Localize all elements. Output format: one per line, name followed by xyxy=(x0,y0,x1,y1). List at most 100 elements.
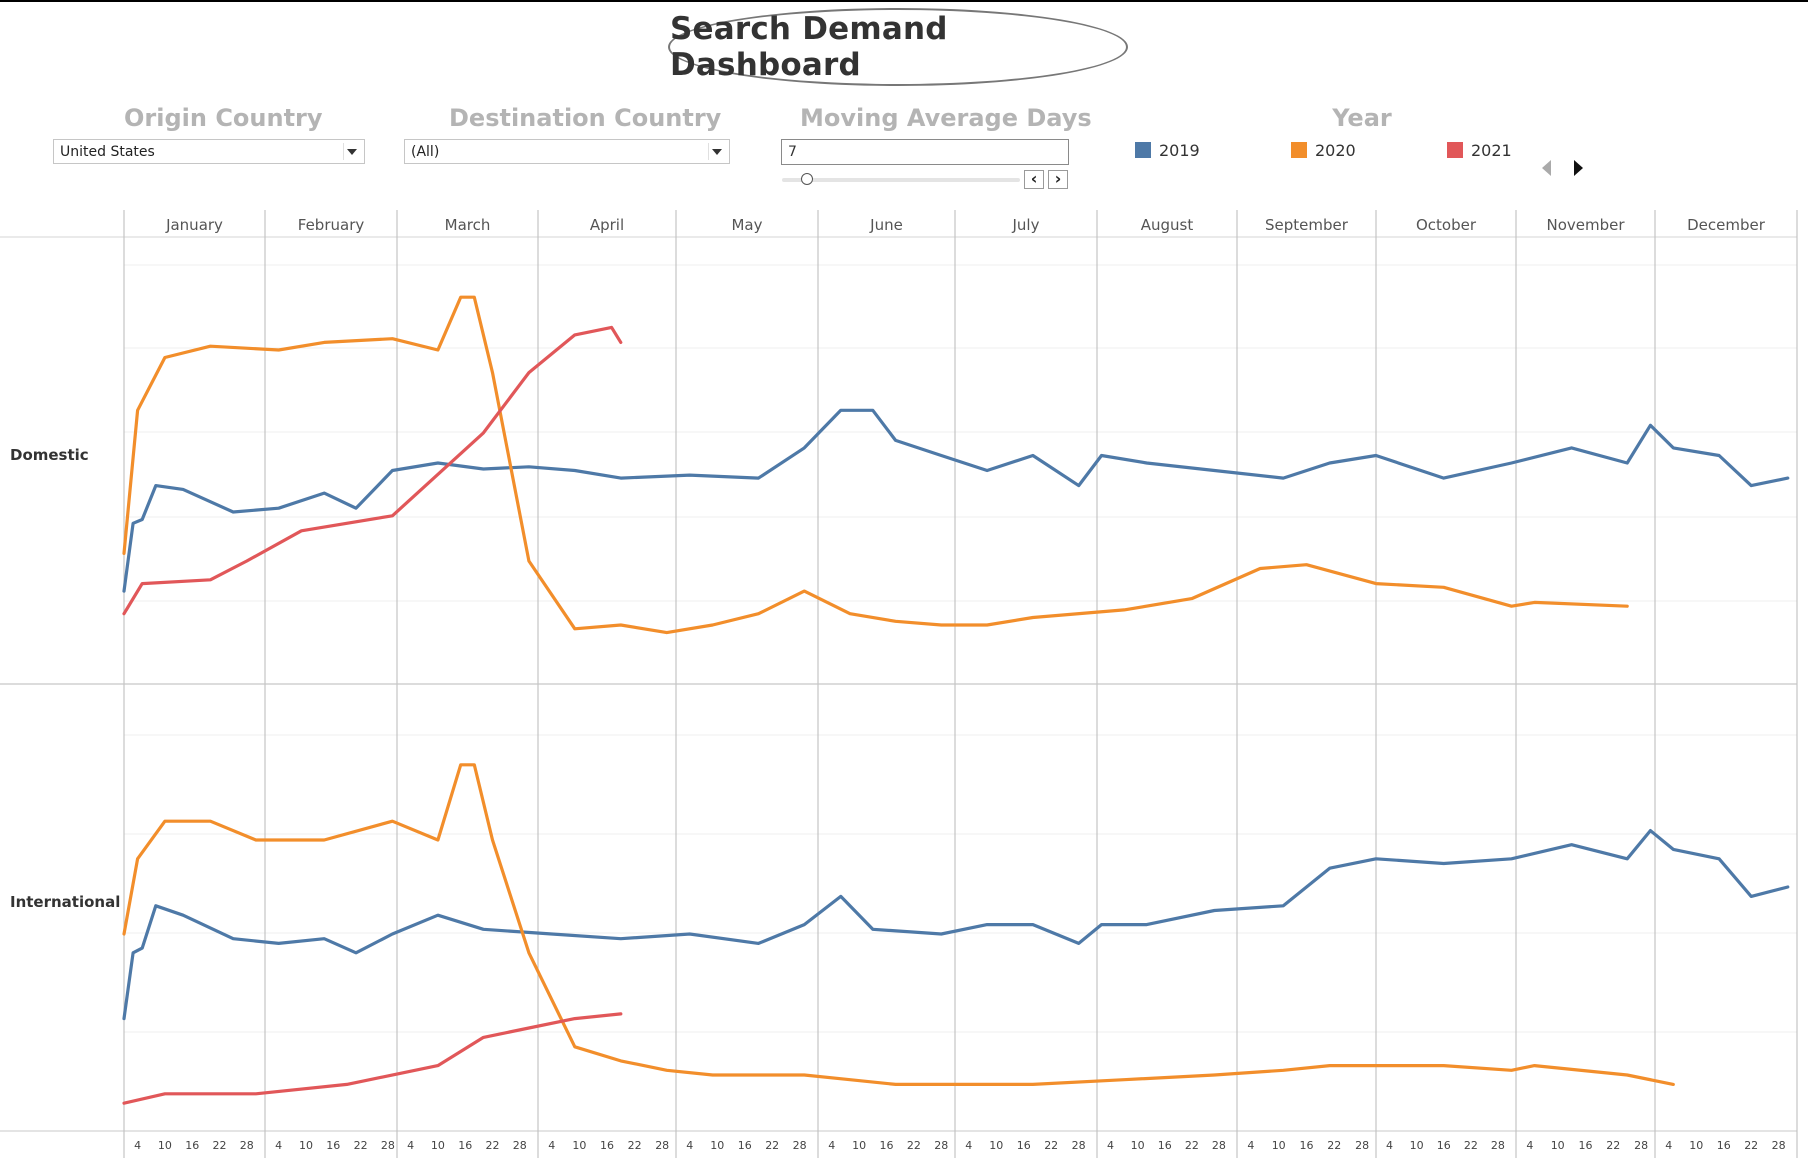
day-tick-label: 16 xyxy=(880,1139,894,1152)
day-tick-label: 4 xyxy=(1247,1139,1254,1152)
day-tick-label: 22 xyxy=(213,1139,227,1152)
day-tick-label: 16 xyxy=(185,1139,199,1152)
origin-country-label: Origin Country xyxy=(124,104,323,132)
month-header: December xyxy=(1687,216,1766,234)
origin-country-value: United States xyxy=(60,143,155,160)
legend-label-2021: 2021 xyxy=(1471,140,1512,160)
day-tick-label: 4 xyxy=(686,1139,693,1152)
day-tick-label: 16 xyxy=(738,1139,752,1152)
day-tick-label: 4 xyxy=(407,1139,414,1152)
day-tick-label: 10 xyxy=(710,1139,724,1152)
day-tick-label: 22 xyxy=(1327,1139,1341,1152)
legend-next-icon[interactable] xyxy=(1574,160,1583,176)
day-tick-label: 28 xyxy=(934,1139,948,1152)
series-line-2019 xyxy=(122,829,1790,1021)
day-tick-label: 10 xyxy=(158,1139,172,1152)
moving-average-slider-thumb[interactable] xyxy=(801,173,813,185)
year-legend-title: Year xyxy=(1332,104,1392,132)
month-header: September xyxy=(1265,216,1349,234)
chevron-down-icon[interactable] xyxy=(708,143,725,160)
day-tick-label: 22 xyxy=(1744,1139,1758,1152)
month-header: February xyxy=(298,216,365,234)
destination-country-value: (All) xyxy=(411,143,440,160)
day-tick-label: 4 xyxy=(1665,1139,1672,1152)
series-line-2021 xyxy=(122,1012,623,1105)
month-header: May xyxy=(731,216,762,234)
day-tick-label: 16 xyxy=(1717,1139,1731,1152)
month-header: June xyxy=(869,216,903,234)
day-tick-label: 22 xyxy=(486,1139,500,1152)
moving-average-slider-track[interactable] xyxy=(782,178,1020,182)
legend-item-2019[interactable]: 2019 xyxy=(1135,140,1200,160)
increment-button[interactable]: › xyxy=(1048,170,1068,189)
day-tick-label: 10 xyxy=(1689,1139,1703,1152)
day-tick-label: 16 xyxy=(326,1139,340,1152)
day-tick-label: 28 xyxy=(1772,1139,1786,1152)
series-line-2019 xyxy=(122,408,1790,593)
legend-item-2021[interactable]: 2021 xyxy=(1447,140,1512,160)
day-tick-label: 22 xyxy=(628,1139,642,1152)
month-header: November xyxy=(1546,216,1625,234)
destination-country-dropdown[interactable]: (All) xyxy=(404,139,730,164)
day-tick-label: 4 xyxy=(134,1139,141,1152)
day-tick-label: 16 xyxy=(1437,1139,1451,1152)
legend-label-2019: 2019 xyxy=(1159,140,1200,160)
day-tick-label: 10 xyxy=(1131,1139,1145,1152)
day-tick-label: 16 xyxy=(1300,1139,1314,1152)
series-line-2020 xyxy=(122,295,1629,635)
chevron-down-icon[interactable] xyxy=(343,143,360,160)
day-tick-label: 10 xyxy=(1272,1139,1286,1152)
day-tick-label: 28 xyxy=(1634,1139,1648,1152)
month-header: August xyxy=(1141,216,1194,234)
series-line-2021 xyxy=(122,325,623,616)
day-tick-label: 4 xyxy=(548,1139,555,1152)
day-tick-label: 16 xyxy=(600,1139,614,1152)
decrement-button[interactable]: ‹ xyxy=(1024,170,1044,189)
day-tick-label: 10 xyxy=(431,1139,445,1152)
moving-average-value: 7 xyxy=(788,144,797,160)
moving-average-label: Moving Average Days xyxy=(800,104,1092,132)
day-tick-label: 22 xyxy=(907,1139,921,1152)
month-header: July xyxy=(1012,216,1040,234)
day-tick-label: 10 xyxy=(299,1139,313,1152)
day-tick-label: 16 xyxy=(1158,1139,1172,1152)
day-tick-label: 22 xyxy=(1185,1139,1199,1152)
month-header: March xyxy=(445,216,491,234)
legend-swatch-2021 xyxy=(1447,142,1463,158)
day-tick-label: 16 xyxy=(1579,1139,1593,1152)
day-tick-label: 22 xyxy=(1044,1139,1058,1152)
month-header: April xyxy=(590,216,624,234)
moving-average-input[interactable]: 7 xyxy=(781,139,1069,165)
day-tick-label: 10 xyxy=(1410,1139,1424,1152)
day-tick-label: 28 xyxy=(793,1139,807,1152)
day-tick-label: 28 xyxy=(513,1139,527,1152)
month-header: October xyxy=(1416,216,1477,234)
day-tick-label: 28 xyxy=(1072,1139,1086,1152)
day-tick-label: 28 xyxy=(655,1139,669,1152)
day-tick-label: 28 xyxy=(1212,1139,1226,1152)
month-header: January xyxy=(165,216,223,234)
day-tick-label: 4 xyxy=(1526,1139,1533,1152)
day-tick-label: 4 xyxy=(275,1139,282,1152)
legend-swatch-2020 xyxy=(1291,142,1307,158)
legend-label-2020: 2020 xyxy=(1315,140,1356,160)
destination-country-label: Destination Country xyxy=(449,104,722,132)
day-tick-label: 28 xyxy=(240,1139,254,1152)
day-tick-label: 4 xyxy=(1386,1139,1393,1152)
legend-item-2020[interactable]: 2020 xyxy=(1291,140,1356,160)
day-tick-label: 10 xyxy=(572,1139,586,1152)
title-ellipse: Search Demand Dashboard xyxy=(668,8,1128,86)
legend-prev-icon[interactable] xyxy=(1542,160,1551,176)
day-tick-label: 28 xyxy=(1355,1139,1369,1152)
day-tick-label: 28 xyxy=(1491,1139,1505,1152)
day-tick-label: 10 xyxy=(1551,1139,1565,1152)
day-tick-label: 10 xyxy=(989,1139,1003,1152)
legend-swatch-2019 xyxy=(1135,142,1151,158)
origin-country-dropdown[interactable]: United States xyxy=(53,139,365,164)
dashboard-title: Search Demand Dashboard xyxy=(670,11,948,83)
day-tick-label: 22 xyxy=(354,1139,368,1152)
day-tick-label: 22 xyxy=(1606,1139,1620,1152)
day-tick-label: 4 xyxy=(828,1139,835,1152)
day-tick-label: 22 xyxy=(765,1139,779,1152)
